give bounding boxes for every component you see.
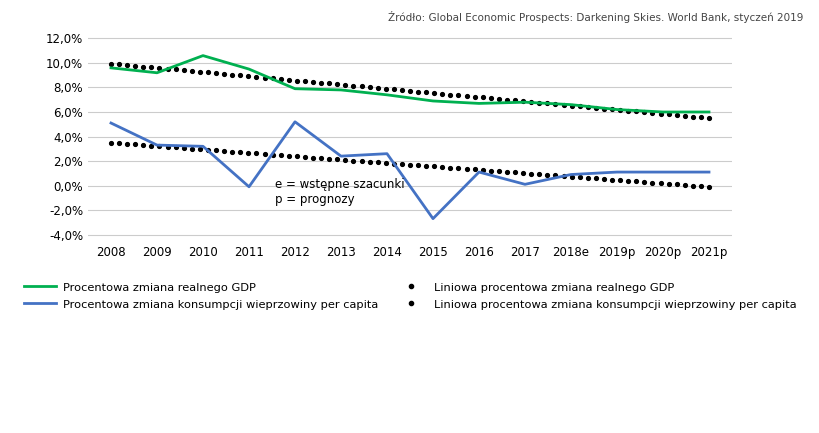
Text: Źródło: Global Economic Prospects: Darkening Skies. World Bank, styczeń 2019: Źródło: Global Economic Prospects: Darke… xyxy=(387,11,803,23)
Text: e = wstępne szacunki
p = prognozy: e = wstępne szacunki p = prognozy xyxy=(274,178,404,206)
Legend: Procentowa zmiana realnego GDP, Procentowa zmiana konsumpcji wieprzowiny per cap: Procentowa zmiana realnego GDP, Procento… xyxy=(19,278,800,314)
